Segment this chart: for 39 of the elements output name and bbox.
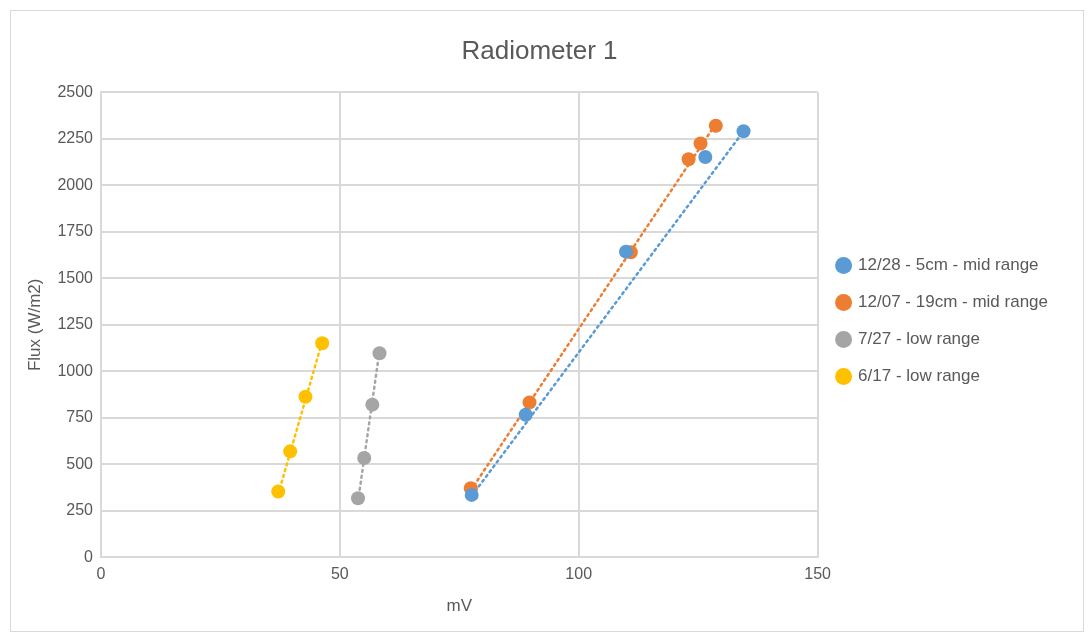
y-tick-label: 750 [66,408,94,426]
point [522,395,537,410]
y-tick-label: 500 [66,454,94,472]
point [372,346,387,361]
legend-label: 6/17 - low range [858,366,980,386]
x-tick-label: 150 [804,565,832,583]
point [708,118,723,133]
x-tick-label: 50 [330,565,349,583]
legend-label: 7/27 - low range [858,329,980,349]
chart-title: Radiometer 1 [461,34,618,65]
y-tick-label: 1000 [57,361,94,379]
point [283,444,298,459]
point [464,487,479,502]
y-tick-label: 0 [84,547,94,565]
point [693,136,708,151]
legend-label: 12/07 - 19cm - mid range [858,292,1048,312]
point [736,124,751,139]
point [315,336,330,351]
point [365,397,380,412]
y-axis-title: Flux (W/m2) [24,278,44,372]
y-tick-label: 2000 [57,175,94,193]
x-tick-label: 100 [565,565,593,583]
point [518,407,533,422]
point [271,484,286,499]
y-tick-label: 2250 [57,129,94,147]
point [681,152,696,167]
y-tick-label: 250 [66,501,94,519]
point [351,491,366,506]
y-tick-label: 1750 [57,222,94,240]
point [298,389,313,404]
x-tick-label: 0 [96,565,106,583]
point [619,244,634,259]
y-tick-label: 1500 [57,268,94,286]
legend-label: 12/28 - 5cm - mid range [858,255,1039,275]
x-axis-title: mV [446,596,473,616]
point [698,149,713,164]
y-tick-label: 1250 [57,315,94,333]
y-tick-label: 2500 [57,82,94,100]
point [357,451,372,466]
